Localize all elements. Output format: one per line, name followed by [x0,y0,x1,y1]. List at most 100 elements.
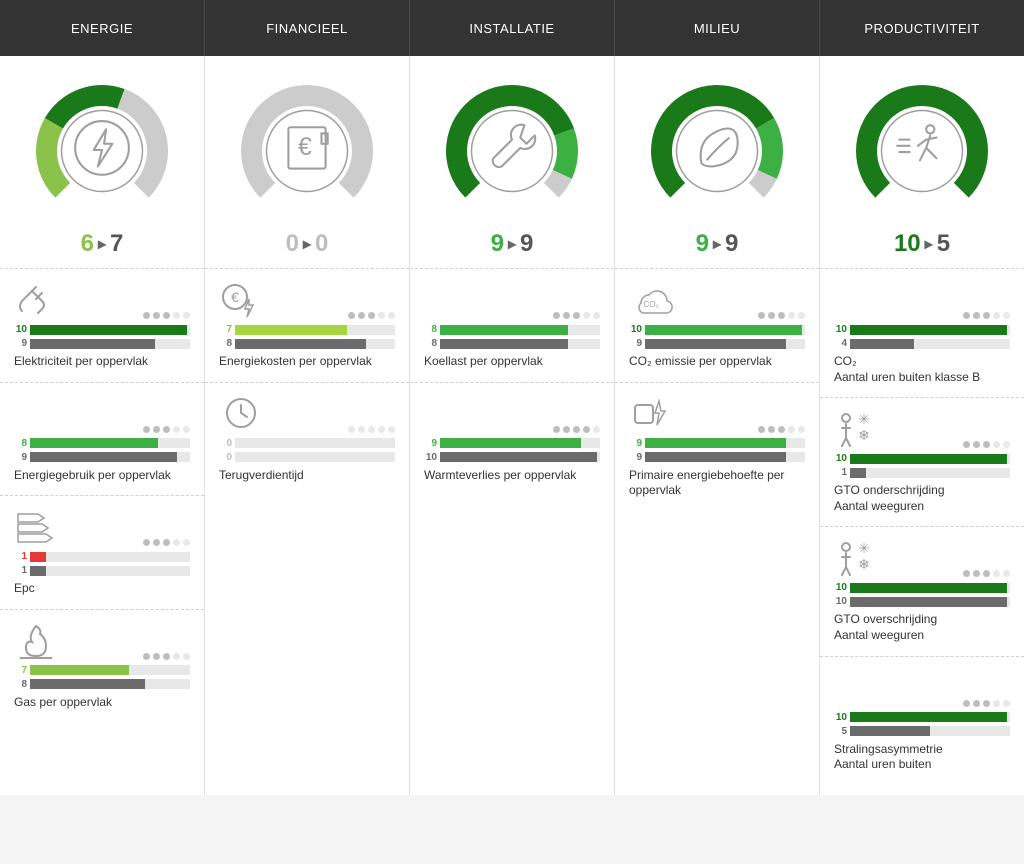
metric-label: Warmteverlies per oppervlak [424,468,600,484]
none-icon [834,279,878,319]
metric-card: ✳❄1010GTO overschrijdingAantal weeguren [820,526,1024,655]
bar-row-b: 1 [834,466,1010,479]
metric-label: Primaire energiebehoefte per oppervlak [629,468,805,499]
metric-card: 910Warmteverlies per oppervlak [410,382,614,496]
gauge-productiviteit: 10▸5 [820,56,1024,268]
metric-card: ✳❄ 101 GTO onderschrijdingAantal weeguren [820,397,1024,526]
euro-box-icon: € [276,117,338,179]
walk-icon [891,117,953,179]
svg-text:✳: ✳ [858,411,870,427]
svg-text:❄: ❄ [858,427,870,443]
metric-card: 11Epc [0,495,204,609]
bar-row-a: 10 [834,711,1010,724]
metric-label: Koellast per oppervlak [424,354,600,370]
bar-row-b: 5 [834,725,1010,738]
dashboard-columns: 6▸7109Elektriciteit per oppervlak89Energ… [0,56,1024,795]
column-installatie: 9▸988Koellast per oppervlak910Warmteverl… [410,56,615,795]
bar-row-a: 7 [219,323,395,336]
none-icon [424,393,468,433]
bar-row-a: 1 [14,550,190,563]
gauge-energie: 6▸7 [0,56,204,268]
header-tab-financieel[interactable]: FINANCIEEL [205,0,410,56]
flame-icon [14,620,58,660]
svg-text:€: € [231,289,239,305]
header-tab-installatie[interactable]: INSTALLATIE [410,0,615,56]
person-sun-icon: ✳❄ [834,408,878,448]
gauge-score: 9▸9 [696,230,739,258]
metric-card: 104CO₂Aantal uren buiten klasse B [820,268,1024,397]
svg-text:❄: ❄ [858,556,870,572]
energy-label-icon [14,506,58,546]
metric-label: StralingsasymmetrieAantal uren buiten [834,742,1010,773]
metric-label: GTO overschrijdingAantal weeguren [834,612,1010,643]
bar-row-a: 9 [629,437,805,450]
bar-row-a: 8 [14,437,190,450]
metric-dots [758,426,805,433]
bolt-circle-icon [71,117,133,179]
metric-label: CO₂ emissie per oppervlak [629,354,805,370]
metric-dots [143,312,190,319]
gauge-score: 0▸0 [286,230,329,258]
metric-label: Elektriciteit per oppervlak [14,354,190,370]
header-tabs: ENERGIEFINANCIEELINSTALLATIEMILIEUPRODUC… [0,0,1024,56]
metric-card: 88Koellast per oppervlak [410,268,614,382]
metric-card: 109 Elektriciteit per oppervlak [0,268,204,382]
bar-row-a: 10 [629,323,805,336]
none-icon [834,667,878,707]
header-tab-milieu[interactable]: MILIEU [615,0,820,56]
metric-card: 78Gas per oppervlak [0,609,204,723]
metric-card: 00Terugverdientijd [205,382,409,496]
bar-row-b: 4 [834,337,1010,350]
metric-dots [553,426,600,433]
metric-dots [963,312,1010,319]
bar-row-b: 9 [14,337,190,350]
none-icon [14,393,58,433]
metric-dots [553,312,600,319]
metric-dots [758,312,805,319]
gauge-score: 6▸7 [81,230,124,258]
metric-label: Energiekosten per oppervlak [219,354,395,370]
co2-icon: CO₂ [629,279,673,319]
metric-dots [143,426,190,433]
gauge-installatie: 9▸9 [410,56,614,268]
metric-label: Gas per oppervlak [14,695,190,711]
metric-label: GTO onderschrijdingAantal weeguren [834,483,1010,514]
bar-row-a: 10 [14,323,190,336]
metric-dots [963,570,1010,577]
header-tab-energie[interactable]: ENERGIE [0,0,205,56]
svg-text:€: € [298,134,312,161]
metric-dots [348,312,395,319]
bar-row-b: 1 [14,564,190,577]
column-milieu: 9▸9 CO₂ 10 9 CO₂ emissie per oppervlak 99 Prim… [615,56,820,795]
wrench-icon [481,117,543,179]
bolt-plug-icon [629,393,673,433]
column-energie: 6▸7 109 Elektriciteit per oppervlak 89Energ… [0,56,205,795]
bar-row-a: 10 [834,452,1010,465]
metric-dots [963,441,1010,448]
clock-icon [219,393,263,433]
bar-row-b: 9 [629,451,805,464]
gauge-milieu: 9▸9 [615,56,819,268]
metric-card: 89Energiegebruik per oppervlak [0,382,204,496]
bar-row-a: 10 [834,323,1010,336]
bar-row-b: 8 [219,337,395,350]
column-financieel: €0▸0 €78 Energiekosten per oppervlak 00Teru… [205,56,410,795]
person-sun-icon: ✳❄ [834,537,878,577]
metric-dots [348,426,395,433]
column-productiviteit: 10▸5104CO₂Aantal uren buiten klasse B✳❄1… [820,56,1024,795]
metric-dots [963,700,1010,707]
metric-dots [143,539,190,546]
bar-row-a: 10 [834,581,1010,594]
bar-row-b: 8 [424,337,600,350]
header-tab-productiviteit[interactable]: PRODUCTIVITEIT [820,0,1024,56]
plug-icon [14,279,58,319]
bar-row-b: 0 [219,451,395,464]
bar-row-a: 9 [424,437,600,450]
metric-card: CO₂109CO₂ emissie per oppervlak [615,268,819,382]
metric-card: 105 StralingsasymmetrieAantal uren buiten [820,656,1024,785]
metric-card: 99 Primaire energiebehoefte per oppervlak [615,382,819,511]
none-icon [424,279,468,319]
svg-text:✳: ✳ [858,540,870,556]
gauge-score: 10▸5 [894,230,950,258]
bar-row-a: 0 [219,437,395,450]
